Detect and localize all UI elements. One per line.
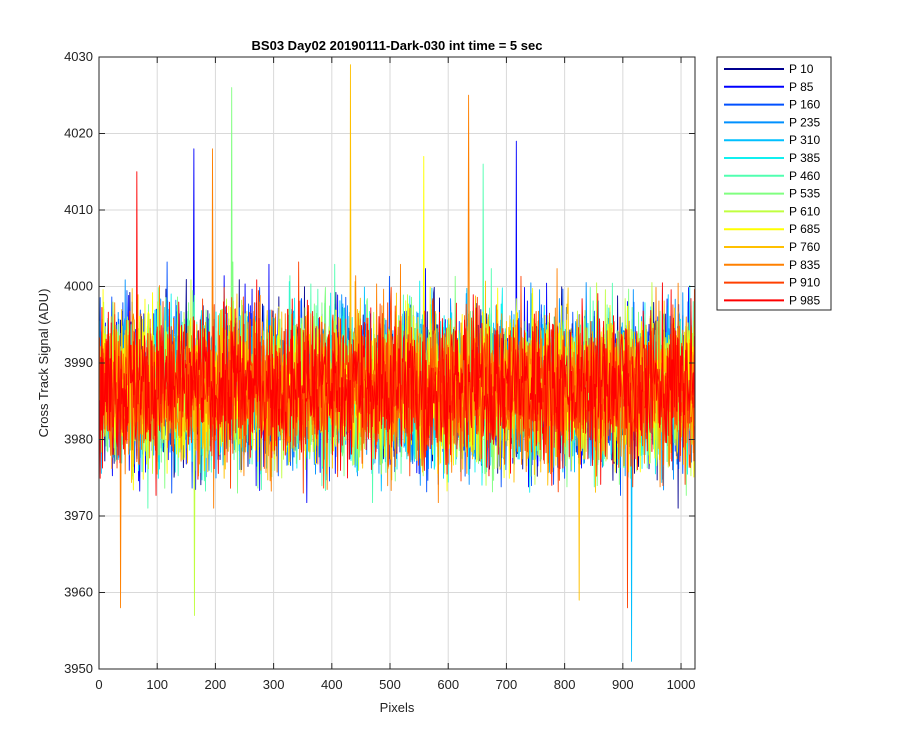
legend-item: P 760 xyxy=(724,240,820,254)
legend-label: P 910 xyxy=(789,276,820,290)
legend-label: P 535 xyxy=(789,187,820,201)
legend-label: P 10 xyxy=(789,62,814,76)
y-tick-label: 4010 xyxy=(64,202,93,217)
x-tick-label: 0 xyxy=(95,677,102,692)
x-tick-label: 600 xyxy=(437,677,459,692)
y-tick-label: 4020 xyxy=(64,126,93,141)
legend-box xyxy=(716,56,832,311)
x-tick-label: 700 xyxy=(496,677,518,692)
plot-area: 0 100 200 300 400 500 600 700 800 900 1000 3950 3960… xyxy=(64,49,696,692)
y-tick-label: 3990 xyxy=(64,355,93,370)
legend-label: P 310 xyxy=(789,133,820,147)
legend-label: P 760 xyxy=(789,240,820,254)
x-tick-label: 100 xyxy=(146,677,168,692)
y-tick-label: 4000 xyxy=(64,279,93,294)
legend-item: P 910 xyxy=(724,276,820,290)
legend-label: P 835 xyxy=(789,258,820,272)
legend-item: P 235 xyxy=(724,115,820,129)
legend-item: P 385 xyxy=(724,151,820,165)
x-tick-label: 1000 xyxy=(667,677,696,692)
legend-label: P 160 xyxy=(789,98,820,112)
legend-label: P 985 xyxy=(789,293,820,307)
x-tick-label: 300 xyxy=(263,677,285,692)
x-tick-label: 800 xyxy=(554,677,576,692)
legend-label: P 460 xyxy=(789,169,820,183)
legend-item: P 460 xyxy=(724,169,820,183)
y-tick-label: 4030 xyxy=(64,49,93,64)
x-tick-label: 500 xyxy=(379,677,401,692)
ticks: 0 100 200 300 400 500 600 700 800 900 1000 3950 3960… xyxy=(64,49,695,692)
legend-item: P 535 xyxy=(724,187,820,201)
series-line xyxy=(99,171,695,496)
legend-item: P 10 xyxy=(724,62,814,76)
legend-label: P 610 xyxy=(789,204,820,218)
legend-item: P 160 xyxy=(724,98,820,112)
x-tick-label: 900 xyxy=(612,677,634,692)
legend-label: P 85 xyxy=(789,80,814,94)
y-tick-label: 3960 xyxy=(64,585,93,600)
legend: P 10 P 85 P 160 P 235 P 310 P 385 P 460 P 535 P … xyxy=(716,56,832,311)
legend-label: P 235 xyxy=(789,115,820,129)
y-tick-label: 3970 xyxy=(64,508,93,523)
series-group xyxy=(99,64,695,662)
x-axis-label: Pixels xyxy=(380,700,415,715)
legend-item: P 310 xyxy=(724,133,820,147)
legend-label: P 385 xyxy=(789,151,820,165)
legend-item: P 985 xyxy=(724,293,820,307)
y-tick-label: 3980 xyxy=(64,432,93,447)
x-tick-label: 200 xyxy=(205,677,227,692)
chart-title: BS03 Day02 20190111-Dark-030 int time = … xyxy=(252,38,543,53)
legend-item: P 835 xyxy=(724,258,820,272)
y-tick-label: 3950 xyxy=(64,661,93,676)
y-axis-label: Cross Track Signal (ADU) xyxy=(36,289,51,438)
legend-item: P 610 xyxy=(724,204,820,218)
legend-item: P 685 xyxy=(724,222,820,236)
legend-label: P 685 xyxy=(789,222,820,236)
x-tick-label: 400 xyxy=(321,677,343,692)
legend-item: P 85 xyxy=(724,80,814,94)
